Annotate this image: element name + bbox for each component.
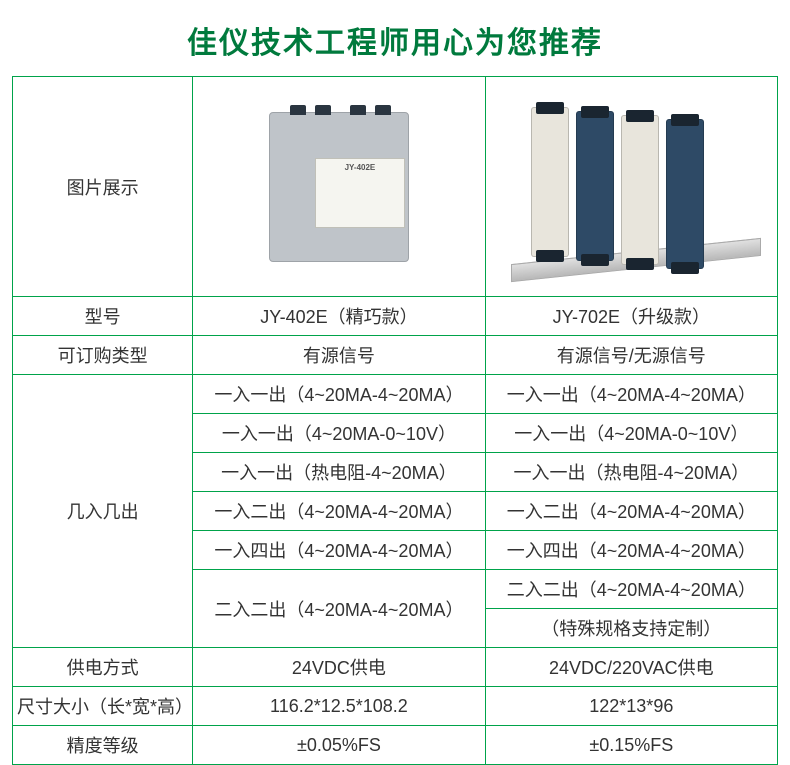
table-row-io-0: 几入几出 一入一出（4~20MA-4~20MA） 一入一出（4~20MA-4~2… bbox=[13, 375, 778, 414]
product2-io-1: 一入一出（4~20MA-0~10V） bbox=[485, 414, 777, 453]
product1-io-2: 一入一出（热电阻-4~20MA） bbox=[193, 453, 485, 492]
table-row-power: 供电方式 24VDC供电 24VDC/220VAC供电 bbox=[13, 648, 778, 687]
product1-dimensions: 116.2*12.5*108.2 bbox=[193, 687, 485, 726]
product2-dimensions: 122*13*96 bbox=[485, 687, 777, 726]
product2-model: JY-702E（升级款） bbox=[485, 297, 777, 336]
product1-io-1: 一入一出（4~20MA-0~10V） bbox=[193, 414, 485, 453]
product2-image-cell bbox=[485, 77, 777, 297]
product2-io-extra: （特殊规格支持定制） bbox=[485, 609, 777, 648]
product2-io-0: 一入一出（4~20MA-4~20MA） bbox=[485, 375, 777, 414]
product1-order-type: 有源信号 bbox=[193, 336, 485, 375]
label-image-display: 图片展示 bbox=[13, 77, 193, 297]
product1-image-cell: JY-402E bbox=[193, 77, 485, 297]
product2-power: 24VDC/220VAC供电 bbox=[485, 648, 777, 687]
table-row-order-type: 可订购类型 有源信号 有源信号/无源信号 bbox=[13, 336, 778, 375]
product2-io-4: 一入四出（4~20MA-4~20MA） bbox=[485, 531, 777, 570]
table-row-model: 型号 JY-402E（精巧款） JY-702E（升级款） bbox=[13, 297, 778, 336]
product2-io-3: 一入二出（4~20MA-4~20MA） bbox=[485, 492, 777, 531]
label-model: 型号 bbox=[13, 297, 193, 336]
product2-io-5: 二入二出（4~20MA-4~20MA） bbox=[485, 570, 777, 609]
table-row-images: 图片展示 JY-402E bbox=[13, 77, 778, 297]
comparison-table: 图片展示 JY-402E bbox=[12, 76, 778, 765]
page-title: 佳仪技术工程师用心为您推荐 bbox=[12, 12, 778, 76]
product1-io-0: 一入一出（4~20MA-4~20MA） bbox=[193, 375, 485, 414]
table-row-dimensions: 尺寸大小（长*宽*高） 116.2*12.5*108.2 122*13*96 bbox=[13, 687, 778, 726]
product1-io-5: 二入二出（4~20MA-4~20MA） bbox=[193, 570, 485, 648]
product1-model: JY-402E（精巧款） bbox=[193, 297, 485, 336]
product1-power: 24VDC供电 bbox=[193, 648, 485, 687]
product1-image: JY-402E bbox=[249, 102, 429, 272]
label-order-type: 可订购类型 bbox=[13, 336, 193, 375]
product2-io-2: 一入一出（热电阻-4~20MA） bbox=[485, 453, 777, 492]
label-power-supply: 供电方式 bbox=[13, 648, 193, 687]
product2-order-type: 有源信号/无源信号 bbox=[485, 336, 777, 375]
label-dimensions: 尺寸大小（长*宽*高） bbox=[13, 687, 193, 726]
label-io-config: 几入几出 bbox=[13, 375, 193, 648]
product1-io-3: 一入二出（4~20MA-4~20MA） bbox=[193, 492, 485, 531]
product2-image bbox=[501, 97, 761, 277]
product1-io-4: 一入四出（4~20MA-4~20MA） bbox=[193, 531, 485, 570]
